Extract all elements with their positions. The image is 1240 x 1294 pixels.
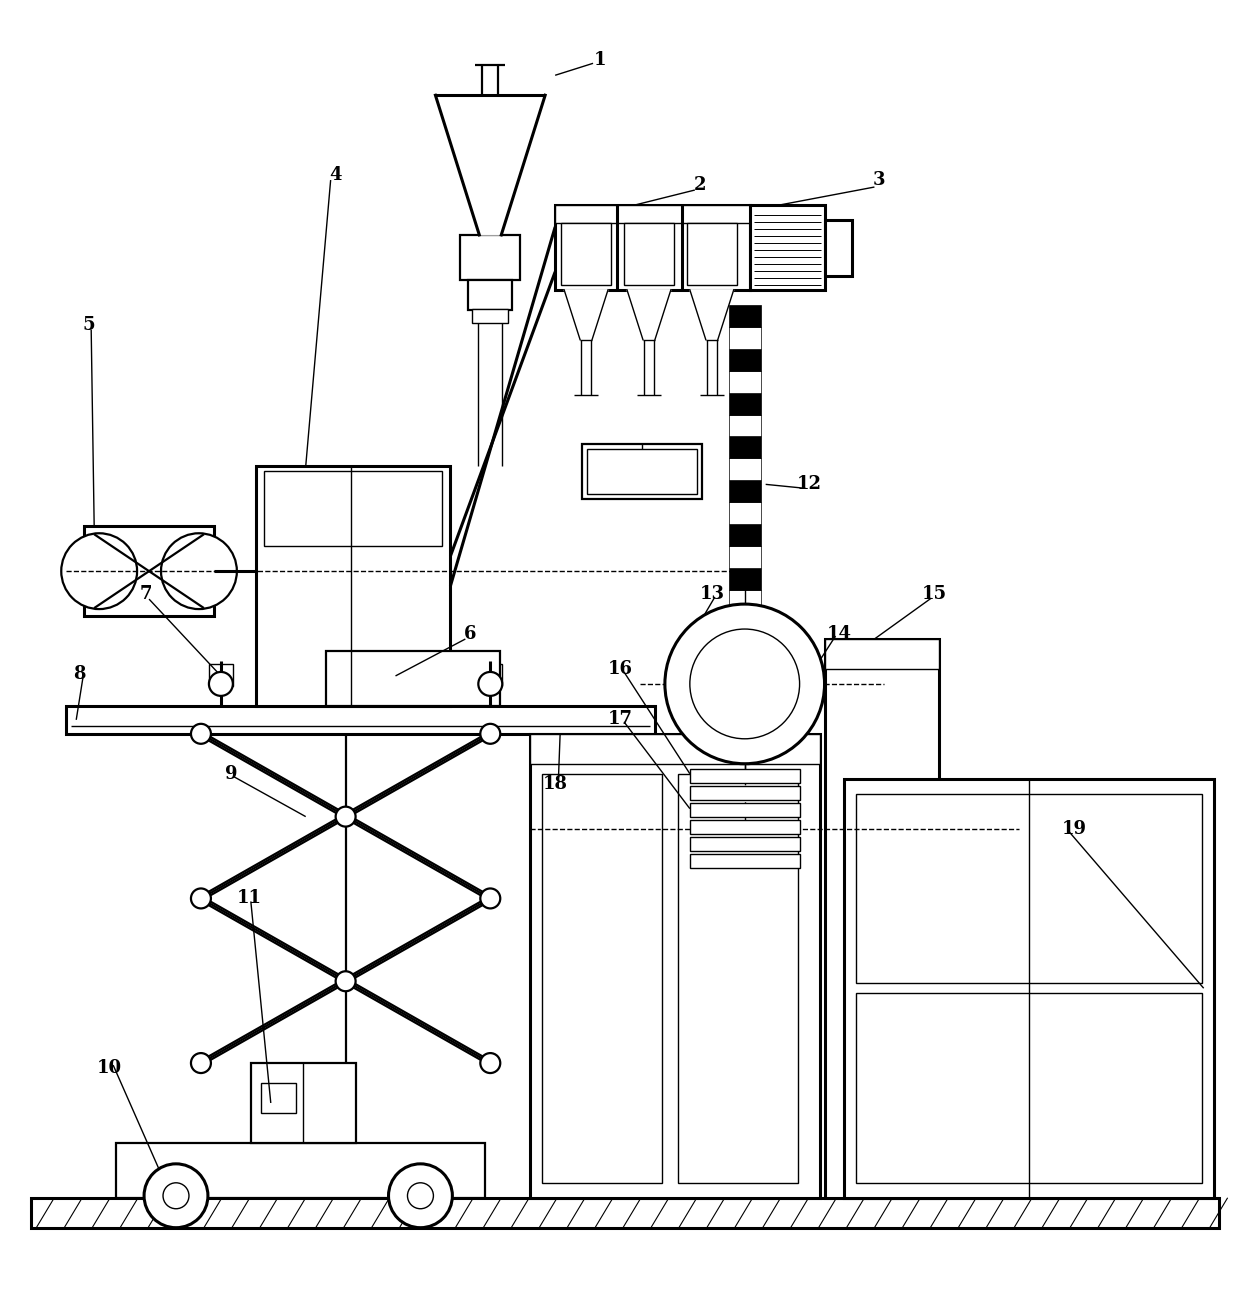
Bar	[469, 280, 512, 309]
Text: 17: 17	[608, 710, 632, 727]
Bar	[531, 734, 820, 763]
Circle shape	[336, 806, 356, 827]
Bar	[729, 392, 760, 414]
Bar	[857, 793, 1202, 983]
Circle shape	[144, 1163, 208, 1228]
Text: 18: 18	[543, 775, 568, 793]
Bar	[729, 524, 760, 546]
Bar	[117, 1143, 485, 1198]
Circle shape	[161, 533, 237, 609]
Circle shape	[388, 1163, 453, 1228]
Text: 8: 8	[73, 665, 86, 683]
Circle shape	[408, 1183, 434, 1209]
Bar	[260, 1083, 295, 1113]
Bar	[556, 204, 750, 223]
Circle shape	[480, 1053, 500, 1073]
Bar	[689, 769, 800, 783]
Bar	[729, 414, 760, 436]
Bar	[689, 837, 800, 850]
Bar	[531, 734, 820, 1198]
Bar	[84, 527, 215, 616]
Text: 14: 14	[827, 625, 852, 643]
Text: 5: 5	[83, 316, 95, 334]
Bar	[844, 779, 1214, 1198]
Text: 15: 15	[921, 585, 947, 603]
Circle shape	[191, 723, 211, 744]
Bar	[264, 471, 443, 546]
Circle shape	[336, 972, 356, 991]
Circle shape	[191, 1053, 211, 1073]
Bar	[729, 305, 760, 326]
Bar	[689, 854, 800, 867]
Bar	[66, 705, 655, 734]
Circle shape	[208, 672, 233, 696]
Circle shape	[61, 533, 138, 609]
Circle shape	[480, 723, 500, 744]
Polygon shape	[435, 96, 546, 236]
Text: 1: 1	[594, 52, 606, 70]
Bar	[750, 204, 825, 290]
Bar	[460, 236, 521, 280]
Text: 2: 2	[693, 176, 706, 194]
Bar	[208, 664, 233, 686]
Polygon shape	[689, 290, 734, 340]
Bar	[689, 819, 800, 833]
Bar	[728, 828, 763, 895]
Bar	[729, 370, 760, 392]
Text: 16: 16	[608, 660, 632, 678]
Bar	[825, 639, 939, 1198]
Bar	[479, 664, 502, 686]
Bar	[729, 612, 760, 634]
Bar	[729, 546, 760, 568]
Polygon shape	[627, 290, 671, 340]
Bar	[729, 502, 760, 524]
Bar	[687, 223, 737, 285]
Polygon shape	[564, 290, 608, 340]
Bar	[678, 774, 797, 1183]
Text: 6: 6	[464, 625, 476, 643]
Bar	[556, 204, 750, 290]
Bar	[542, 774, 662, 1183]
Bar	[689, 785, 800, 800]
Text: 10: 10	[97, 1058, 122, 1077]
Bar	[729, 568, 760, 590]
Bar	[472, 309, 508, 322]
Circle shape	[480, 889, 500, 908]
Bar	[624, 223, 673, 285]
Circle shape	[479, 672, 502, 696]
Circle shape	[665, 604, 825, 763]
Bar	[729, 326, 760, 348]
Bar	[31, 1198, 1219, 1228]
Bar	[729, 590, 760, 612]
Bar	[689, 802, 800, 817]
Text: 12: 12	[797, 475, 822, 493]
Bar	[729, 458, 760, 480]
Text: 13: 13	[699, 585, 724, 603]
Text: 7: 7	[140, 585, 153, 603]
Bar	[825, 220, 852, 276]
Bar	[825, 639, 939, 669]
Bar	[582, 444, 702, 499]
Bar	[587, 449, 697, 494]
Bar	[857, 994, 1202, 1183]
Bar	[562, 223, 611, 285]
Circle shape	[191, 889, 211, 908]
Bar	[680, 871, 730, 895]
Text: 11: 11	[237, 889, 262, 907]
Bar	[729, 436, 760, 458]
Text: 9: 9	[224, 765, 237, 783]
Circle shape	[162, 1183, 188, 1209]
Bar	[729, 480, 760, 502]
Bar	[255, 466, 450, 705]
Circle shape	[689, 629, 800, 739]
Bar	[729, 348, 760, 370]
Bar	[250, 1064, 356, 1143]
Text: 4: 4	[330, 166, 342, 184]
Bar	[326, 651, 500, 705]
Text: 3: 3	[873, 171, 885, 189]
Text: 19: 19	[1061, 819, 1086, 837]
